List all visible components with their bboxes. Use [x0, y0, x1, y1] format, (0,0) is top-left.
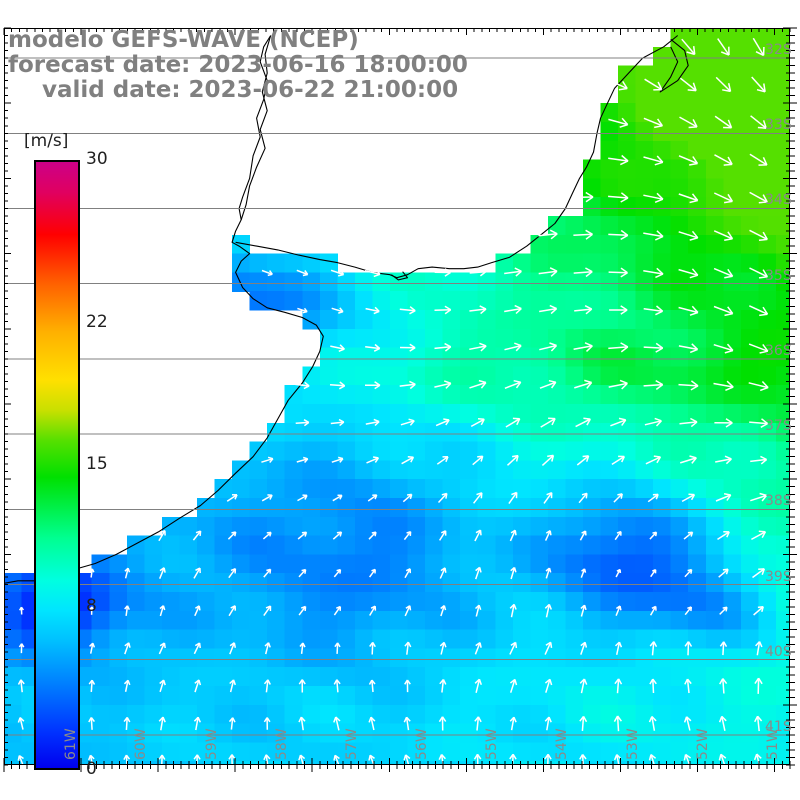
colorbar-tick-0: 0	[86, 759, 97, 779]
colorbar-unit-label: [m/s]	[24, 131, 69, 151]
colorbar-gradient	[34, 160, 80, 770]
colorbar-tick-8: 8	[86, 596, 97, 617]
colorbar-tick-22: 22	[86, 311, 108, 332]
wind-direction-arrows	[17, 37, 769, 765]
colorbar-tick-15: 15	[86, 454, 108, 474]
colorbar-tick-30: 30	[86, 149, 108, 169]
map-plot-area	[4, 28, 790, 765]
colorbar	[34, 160, 80, 770]
graticule-grid	[4, 57, 790, 736]
